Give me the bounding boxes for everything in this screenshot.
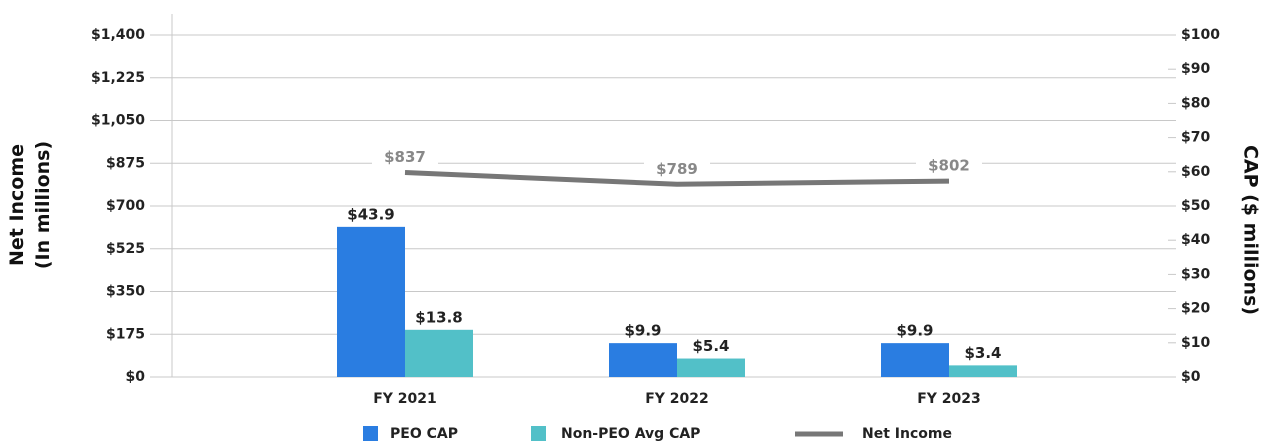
y2-tick-label: $90	[1181, 61, 1210, 77]
bar	[405, 329, 473, 377]
y2-tick-label: $60	[1181, 164, 1210, 180]
bar-value-label: $43.9	[347, 205, 394, 223]
y2-tick-label: $50	[1181, 198, 1210, 214]
y2-axis-title: CAP ($ millions)	[1240, 145, 1262, 315]
line-label-bg	[644, 159, 710, 180]
bar	[609, 343, 677, 377]
legend-label: PEO CAP	[390, 426, 458, 442]
y2-tick-label: $10	[1181, 335, 1210, 351]
bar-value-label: $13.8	[415, 308, 462, 326]
line-value-label: $802	[928, 157, 970, 175]
y-tick-label: $0	[126, 369, 146, 385]
legend-label: Non-PEO Avg CAP	[561, 426, 700, 442]
x-tick-label: FY 2022	[645, 391, 709, 407]
y2-tick-label: $20	[1181, 301, 1210, 317]
y2-tick-label: $30	[1181, 266, 1210, 282]
legend-label: Net Income	[862, 426, 952, 442]
line-label-bg	[372, 147, 438, 168]
bar	[949, 365, 1017, 377]
bar-value-label: $9.9	[896, 322, 933, 340]
bar	[677, 358, 745, 377]
y-axis-title-line: (In millions)	[32, 141, 54, 269]
y2-tick-label: $100	[1181, 27, 1220, 43]
bar	[881, 343, 949, 377]
y2-tick-label: $70	[1181, 130, 1210, 146]
y2-tick-label: $0	[1181, 369, 1201, 385]
y-tick-label: $1,050	[91, 113, 145, 129]
y-axis-title-line: Net Income	[6, 144, 28, 266]
bar	[337, 226, 405, 377]
y-tick-label: $875	[106, 155, 145, 171]
y-tick-label: $1,400	[91, 27, 145, 43]
y2-tick-label: $40	[1181, 232, 1210, 248]
line-value-label: $789	[656, 160, 698, 178]
y-tick-label: $700	[106, 198, 145, 214]
y-tick-label: $525	[106, 241, 145, 257]
y-tick-label: $175	[106, 326, 145, 342]
x-tick-label: FY 2023	[917, 391, 981, 407]
legend-swatch	[363, 426, 378, 441]
line-value-label: $837	[384, 148, 426, 166]
line	[404, 170, 950, 187]
bar-value-label: $9.9	[624, 322, 661, 340]
legend-swatch	[531, 426, 546, 441]
bar-value-label: $3.4	[964, 344, 1001, 362]
y-tick-label: $1,225	[91, 70, 145, 86]
y2-tick-label: $80	[1181, 95, 1210, 111]
bar-value-label: $5.4	[692, 337, 729, 355]
y-tick-label: $350	[106, 284, 145, 300]
line-label-bg	[916, 156, 982, 177]
x-tick-label: FY 2021	[373, 391, 437, 407]
y-axis-title: Net Income (In millions)	[6, 141, 54, 269]
